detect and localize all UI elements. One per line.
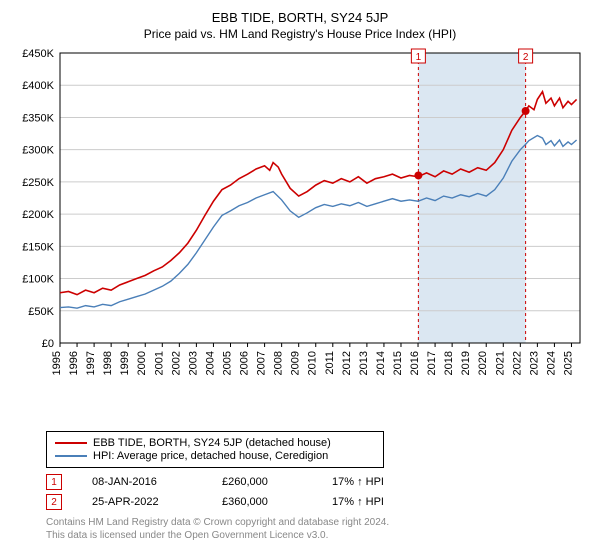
x-tick-label: 2010 <box>307 351 319 375</box>
x-tick-label: 2012 <box>341 351 353 375</box>
x-tick-label: 2025 <box>562 351 574 375</box>
footer-line: This data is licensed under the Open Gov… <box>46 529 588 542</box>
legend-label: EBB TIDE, BORTH, SY24 5JP (detached hous… <box>93 437 331 449</box>
x-tick-label: 2021 <box>494 351 506 375</box>
chart-title: EBB TIDE, BORTH, SY24 5JP <box>12 10 588 25</box>
x-tick-label: 2002 <box>170 351 182 375</box>
price-chart: £0 £50K £100K £150K £200K £250K £300K £350K £400… <box>12 47 588 387</box>
sale-marker: 2 <box>46 494 62 510</box>
x-tick-label: 2000 <box>136 351 148 375</box>
x-tick-label: 2006 <box>239 351 251 375</box>
y-tick-label: £300K <box>22 145 54 157</box>
legend-item: EBB TIDE, BORTH, SY24 5JP (detached hous… <box>55 437 375 449</box>
legend-swatch <box>55 442 87 444</box>
y-tick-label: £200K <box>22 209 54 221</box>
x-tick-label: 2001 <box>153 351 165 375</box>
x-tick-label: 2011 <box>324 351 336 375</box>
y-tick-label: £350K <box>22 112 54 124</box>
x-tick-label: 2005 <box>221 351 233 375</box>
legend: EBB TIDE, BORTH, SY24 5JP (detached hous… <box>46 431 384 468</box>
x-tick-label: 2007 <box>256 351 268 375</box>
sale-delta: 17% ↑ HPI <box>332 476 384 488</box>
x-tick-label: 2023 <box>528 351 540 375</box>
x-tick-label: 2020 <box>477 351 489 375</box>
x-tick-label: 1999 <box>119 351 131 375</box>
x-tick-label: 2022 <box>511 351 523 375</box>
x-tick-label: 2016 <box>409 351 421 375</box>
x-tick-label: 2017 <box>426 351 438 375</box>
legend-swatch <box>55 455 87 457</box>
x-tick-label: 2009 <box>290 351 302 375</box>
x-tick-label: 1998 <box>102 351 114 375</box>
x-tick-label: 2008 <box>273 351 285 375</box>
shaded-region <box>418 53 525 343</box>
y-tick-label: £250K <box>22 177 54 189</box>
x-tick-label: 2015 <box>392 351 404 375</box>
sale-price: £260,000 <box>222 476 302 488</box>
y-tick-label: £50K <box>28 306 54 318</box>
x-tick-label: 1995 <box>51 351 63 375</box>
x-tick-label: 2003 <box>187 351 199 375</box>
x-tick-label: 2004 <box>204 351 216 375</box>
sale-date: 25-APR-2022 <box>92 496 192 508</box>
legend-label: HPI: Average price, detached house, Cere… <box>93 450 328 462</box>
x-tick-label: 2018 <box>443 351 455 375</box>
x-tick-label: 1997 <box>85 351 97 375</box>
y-tick-label: £100K <box>22 274 54 286</box>
legend-item: HPI: Average price, detached house, Cere… <box>55 450 375 462</box>
sale-marker: 1 <box>46 474 62 490</box>
sale-row: 1 08-JAN-2016 £260,000 17% ↑ HPI <box>46 474 588 490</box>
sale-row: 2 25-APR-2022 £360,000 17% ↑ HPI <box>46 494 588 510</box>
sale-date: 08-JAN-2016 <box>92 476 192 488</box>
y-tick-label: £400K <box>22 80 54 92</box>
y-tick-label: £150K <box>22 241 54 253</box>
sale-dot <box>522 107 530 115</box>
x-tick-label: 2019 <box>460 351 472 375</box>
x-tick-label: 2024 <box>545 351 557 375</box>
sale-dot <box>414 171 422 179</box>
x-tick-label: 2013 <box>358 351 370 375</box>
y-tick-label: £450K <box>22 48 54 60</box>
sale-delta: 17% ↑ HPI <box>332 496 384 508</box>
svg-text:2: 2 <box>523 52 529 63</box>
x-tick-label: 2014 <box>375 351 387 375</box>
chart-subtitle: Price paid vs. HM Land Registry's House … <box>12 27 588 41</box>
y-tick-label: £0 <box>42 338 54 350</box>
sales-summary: 1 08-JAN-2016 £260,000 17% ↑ HPI 2 25-APR-202… <box>46 474 588 510</box>
x-tick-label: 1996 <box>68 351 80 375</box>
attribution-footer: Contains HM Land Registry data © Crown c… <box>46 516 588 542</box>
footer-line: Contains HM Land Registry data © Crown c… <box>46 516 588 529</box>
sale-price: £360,000 <box>222 496 302 508</box>
svg-text:1: 1 <box>416 52 422 63</box>
